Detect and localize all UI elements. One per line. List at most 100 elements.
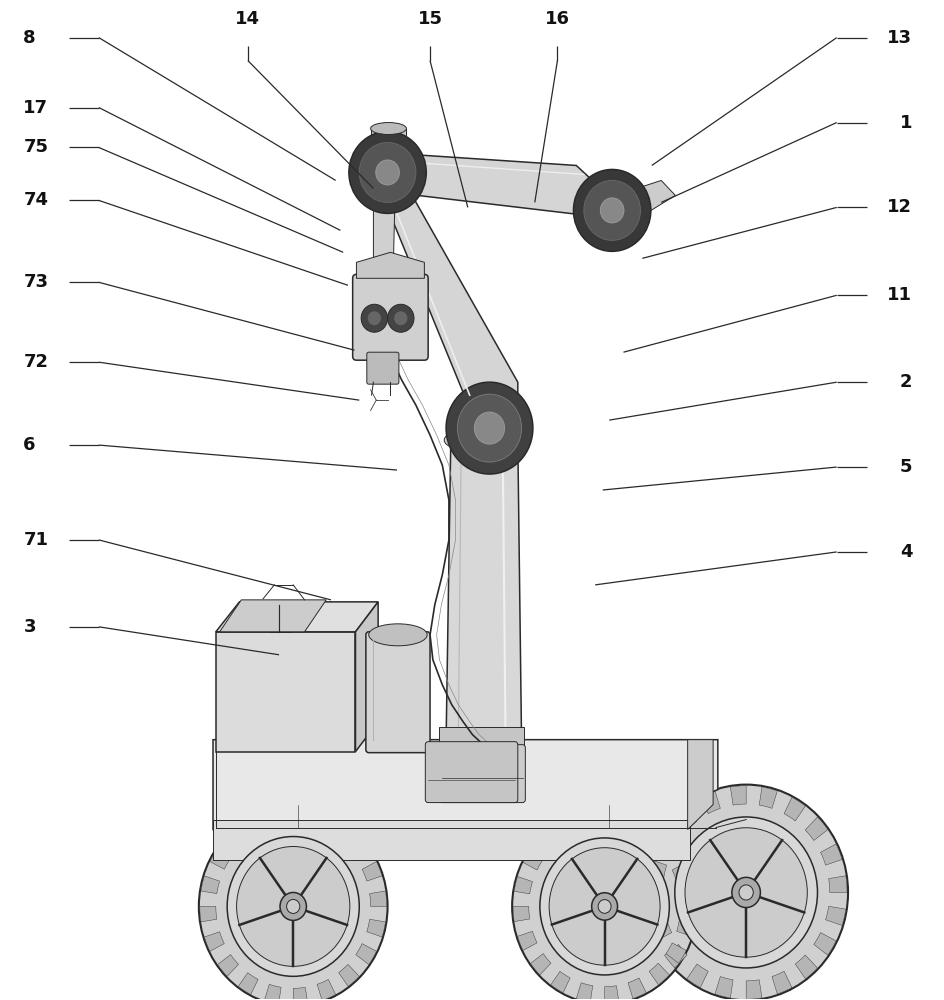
Circle shape (387, 304, 413, 332)
Polygon shape (828, 876, 846, 892)
Polygon shape (215, 602, 378, 632)
Text: 73: 73 (24, 273, 48, 291)
Polygon shape (278, 808, 293, 826)
Text: 8: 8 (24, 29, 36, 47)
Polygon shape (687, 740, 713, 830)
Polygon shape (362, 862, 381, 881)
Circle shape (227, 837, 359, 976)
Polygon shape (370, 129, 406, 172)
Circle shape (674, 817, 817, 968)
Polygon shape (347, 837, 368, 858)
Polygon shape (293, 987, 308, 1000)
Polygon shape (199, 906, 216, 922)
Circle shape (644, 785, 847, 1000)
Polygon shape (338, 964, 359, 986)
Circle shape (591, 893, 616, 920)
Text: 14: 14 (235, 10, 261, 28)
Polygon shape (649, 963, 668, 985)
Polygon shape (655, 830, 678, 852)
Polygon shape (646, 859, 666, 879)
Polygon shape (522, 849, 543, 870)
Polygon shape (674, 806, 697, 830)
Text: 5: 5 (899, 458, 911, 476)
Text: 75: 75 (24, 138, 48, 156)
Polygon shape (513, 906, 530, 922)
Circle shape (684, 828, 806, 957)
Ellipse shape (376, 160, 399, 185)
Polygon shape (369, 891, 386, 906)
Circle shape (512, 809, 697, 1000)
Polygon shape (679, 891, 696, 906)
Ellipse shape (348, 132, 426, 213)
Polygon shape (212, 740, 717, 830)
Circle shape (198, 807, 387, 1000)
Polygon shape (204, 932, 224, 951)
Polygon shape (328, 818, 347, 840)
Circle shape (236, 847, 349, 966)
Polygon shape (825, 906, 845, 925)
Polygon shape (666, 943, 685, 963)
Text: 6: 6 (24, 436, 36, 454)
FancyBboxPatch shape (366, 352, 398, 384)
Polygon shape (813, 933, 835, 955)
Text: 17: 17 (24, 99, 48, 117)
Text: 1: 1 (899, 114, 911, 132)
Polygon shape (373, 190, 395, 310)
Polygon shape (238, 973, 258, 995)
Polygon shape (645, 892, 663, 909)
Polygon shape (356, 944, 376, 965)
Polygon shape (628, 978, 646, 999)
Text: 11: 11 (886, 286, 911, 304)
Polygon shape (771, 971, 791, 994)
Polygon shape (217, 955, 238, 976)
Polygon shape (355, 602, 378, 752)
Ellipse shape (573, 169, 650, 251)
Ellipse shape (583, 180, 640, 240)
Polygon shape (227, 826, 247, 849)
Polygon shape (758, 787, 777, 808)
Circle shape (394, 311, 407, 325)
FancyBboxPatch shape (365, 632, 430, 753)
Polygon shape (517, 931, 536, 950)
Polygon shape (530, 954, 550, 975)
Ellipse shape (370, 123, 406, 135)
Polygon shape (550, 971, 569, 993)
Text: 13: 13 (886, 29, 911, 47)
Polygon shape (746, 980, 761, 999)
Polygon shape (305, 809, 322, 829)
FancyBboxPatch shape (439, 745, 525, 803)
Polygon shape (784, 797, 804, 821)
Polygon shape (563, 814, 581, 835)
FancyBboxPatch shape (439, 727, 524, 752)
Polygon shape (250, 812, 269, 833)
FancyBboxPatch shape (352, 274, 428, 360)
Polygon shape (576, 983, 592, 1000)
Text: 16: 16 (545, 10, 569, 28)
Circle shape (361, 304, 387, 332)
Polygon shape (649, 920, 671, 941)
Circle shape (539, 838, 668, 975)
Polygon shape (201, 876, 219, 894)
Polygon shape (514, 876, 531, 894)
Circle shape (598, 900, 611, 913)
Polygon shape (539, 828, 560, 850)
Circle shape (548, 848, 660, 965)
Ellipse shape (457, 394, 521, 462)
Polygon shape (671, 862, 691, 882)
Text: 74: 74 (24, 191, 48, 209)
Text: 3: 3 (24, 618, 36, 636)
Polygon shape (378, 152, 614, 218)
Text: 4: 4 (899, 543, 911, 561)
Text: 2: 2 (899, 373, 911, 391)
Text: 71: 71 (24, 531, 48, 549)
FancyBboxPatch shape (212, 820, 689, 859)
Polygon shape (210, 848, 230, 869)
Ellipse shape (444, 428, 519, 453)
Polygon shape (715, 977, 733, 998)
Polygon shape (664, 944, 686, 968)
Circle shape (738, 885, 752, 900)
Polygon shape (446, 440, 521, 742)
Polygon shape (795, 955, 817, 979)
Circle shape (731, 877, 760, 908)
Ellipse shape (359, 142, 415, 202)
